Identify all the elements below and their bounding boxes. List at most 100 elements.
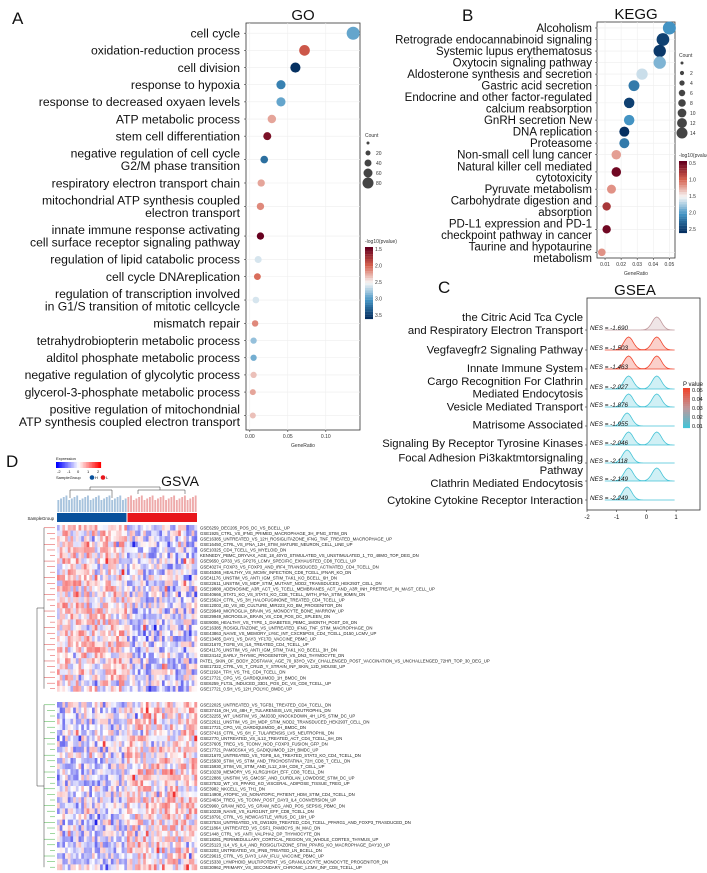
heatmap-cell	[137, 558, 141, 565]
heatmap-cell	[62, 858, 66, 865]
heatmap-cell	[100, 602, 103, 609]
colorbar-segment	[679, 199, 687, 202]
heatmap-cell	[186, 752, 190, 759]
heatmap-cell	[137, 630, 141, 637]
heatmap-cell	[135, 702, 138, 708]
term-label: cell cycle	[191, 27, 241, 41]
heatmap-cell	[188, 663, 192, 670]
heatmap-cell	[188, 525, 192, 531]
heatmap-cell	[183, 780, 187, 787]
heatmap-cell	[124, 864, 128, 871]
heatmap-cell	[81, 858, 85, 865]
heatmap-cell	[73, 597, 77, 603]
heatmap-cell	[132, 707, 136, 714]
heatmap-cell	[153, 752, 157, 759]
heatmap-cell	[113, 780, 117, 787]
heatmap-cell	[188, 674, 192, 681]
heatmap-cell	[124, 636, 128, 642]
heatmap-cell	[124, 830, 128, 837]
heatmap-cell	[92, 563, 95, 570]
heatmap-cell	[172, 647, 176, 653]
heatmap-cell	[180, 741, 184, 747]
heatmap-cell	[110, 586, 114, 592]
heatmap-cell	[108, 563, 112, 570]
heatmap-cell	[70, 525, 74, 531]
heatmap-cell	[159, 752, 163, 759]
heatmap-cell	[140, 814, 144, 820]
heatmap-cell	[183, 853, 187, 859]
heatmap-cell	[108, 613, 112, 620]
heatmap-cell	[145, 752, 149, 759]
term-label: Non-small cell lung cancer	[457, 150, 592, 162]
heatmap-cell	[81, 842, 85, 848]
heatmap-cell	[100, 735, 103, 742]
heatmap-cell	[116, 802, 120, 809]
heatmap-cell	[132, 769, 136, 775]
heatmap-cell	[159, 674, 163, 681]
heatmap-cell	[156, 797, 160, 803]
heatmap-cell	[191, 552, 195, 559]
heatmap-cell	[148, 769, 152, 775]
heatmap-cell	[118, 702, 122, 708]
heatmap-cell	[151, 613, 155, 620]
heatmap-cell	[57, 847, 60, 854]
heatmap-cell	[92, 780, 95, 787]
heatmap-cell	[167, 569, 171, 576]
heatmap-cell	[73, 825, 77, 831]
heatmap-cell	[175, 864, 179, 871]
heatmap-cell	[116, 636, 120, 642]
gene-set-row-label: GSE37416_CTRL_VS_6H_F_TULARENSIS_LVS_NEU…	[200, 730, 334, 735]
heatmap-cell	[67, 591, 71, 598]
heatmap-cell	[57, 652, 60, 659]
heatmap-cell	[186, 718, 190, 725]
heatmap-cell	[162, 636, 165, 642]
heatmap-cell	[57, 825, 60, 831]
heatmap-cell	[78, 858, 82, 865]
heatmap-cell	[57, 774, 60, 781]
heatmap-cell	[65, 669, 68, 676]
gene-set-row-label: GSE15930_STIM_VS_STIM_AND_IL12_24H_CD8_T…	[200, 764, 325, 769]
expression-colorbar-segment	[92, 462, 94, 468]
heatmap-cell	[57, 597, 60, 603]
heatmap-cell	[135, 769, 138, 775]
pvalue-colorbar-segment	[683, 420, 690, 423]
heatmap-cell	[191, 752, 195, 759]
heatmap-cell	[78, 786, 82, 792]
heatmap-cell	[186, 624, 190, 631]
heatmap-cell	[70, 569, 74, 576]
heatmap-cell	[188, 597, 192, 603]
heatmap-cell	[75, 802, 79, 809]
heatmap-cell	[172, 663, 176, 670]
heatmap-cell	[78, 707, 82, 714]
heatmap-cell	[175, 808, 179, 815]
heatmap-cell	[191, 830, 195, 837]
panel-label-b: B	[462, 6, 473, 25]
heatmap-cell	[156, 774, 160, 781]
heatmap-cell	[78, 658, 82, 664]
heatmap-cell	[118, 791, 122, 798]
gene-set-row-label: GSE16385_UNTREATED_VS_12H_ROSIGLITAZONE_…	[200, 537, 392, 542]
heatmap-cell	[108, 558, 112, 565]
heatmap-cell	[105, 541, 109, 548]
pvalue-colorbar-segment	[683, 412, 690, 415]
heatmap-cell	[178, 552, 182, 559]
heatmap-cell	[83, 586, 87, 592]
heatmap-cell	[75, 842, 79, 848]
heatmap-cell	[108, 547, 112, 553]
heatmap-cell	[153, 730, 157, 736]
heatmap-cell	[113, 547, 117, 553]
heatmap-cell	[105, 663, 109, 670]
heatmap-cell	[164, 685, 168, 692]
heatmap-cell	[194, 636, 198, 642]
heatmap-cell	[100, 530, 103, 537]
heatmap-cell	[113, 630, 117, 637]
heatmap-cell	[89, 608, 93, 614]
heatmap-cell	[167, 702, 171, 708]
term-dot	[276, 80, 286, 90]
colorbar-segment	[365, 299, 373, 303]
heatmap-cell	[172, 724, 176, 731]
heatmap-cell	[78, 586, 82, 592]
heatmap-cell	[94, 658, 98, 664]
heatmap-cell	[62, 597, 66, 603]
heatmap-cell	[175, 853, 179, 859]
